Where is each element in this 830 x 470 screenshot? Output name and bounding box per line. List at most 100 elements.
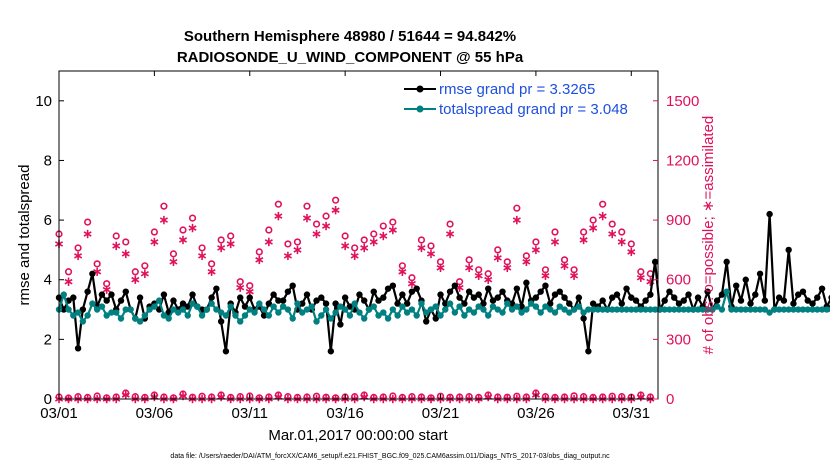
totalspread-point — [742, 306, 749, 313]
obs-possible-point — [312, 220, 321, 228]
obs-assimilated-point — [474, 271, 483, 280]
rmse-point — [299, 300, 306, 307]
totalspread-point — [237, 318, 244, 325]
totalspread-point — [470, 309, 478, 316]
obs-possible-point — [417, 236, 426, 244]
totalspread-point — [494, 306, 501, 313]
obs-possible-point — [84, 218, 92, 226]
obs-possible-point — [494, 246, 502, 254]
rmse-point — [618, 300, 625, 307]
obs-assimilated-point — [636, 273, 645, 282]
rmse-point — [675, 300, 683, 307]
obs-assimilated-point-stroke — [446, 231, 455, 237]
obs-assimilated-point-stroke — [598, 213, 607, 219]
obs-assimilated-point-stroke — [531, 247, 540, 253]
y2-tick-label: 1200 — [666, 152, 699, 169]
totalspread-point — [222, 312, 230, 319]
obs-assimilated-point-stroke — [398, 268, 407, 275]
totalspread-point — [618, 306, 625, 313]
totalspread-point — [403, 309, 411, 316]
totalspread-point — [580, 309, 587, 316]
totalspread-point — [747, 306, 754, 313]
obs-assimilated-point-stroke — [636, 274, 645, 281]
obs-assimilated-point-stroke — [226, 241, 235, 247]
obs-assimilated-point — [169, 257, 178, 267]
obs-assimilated-point — [398, 267, 407, 276]
totalspread-point — [465, 306, 473, 313]
totalspread-point — [394, 312, 401, 319]
totalspread-point — [809, 306, 816, 313]
totalspread-point — [647, 306, 654, 313]
rmse-point — [136, 294, 144, 301]
y-tick-label: 8 — [44, 152, 52, 169]
obs-assimilated-point-stroke — [283, 253, 292, 259]
obs-possible-point — [150, 228, 158, 236]
totalspread-point — [575, 303, 583, 310]
obs-possible-point — [131, 268, 139, 276]
totalspread-point — [594, 306, 602, 313]
totalspread-point — [208, 300, 215, 307]
rmse-point — [341, 294, 349, 301]
rmse-point — [160, 291, 168, 298]
obs-assimilated-point — [426, 249, 436, 259]
obs-assimilated-point — [379, 231, 388, 241]
totalspread-point — [613, 306, 621, 313]
totalspread-point — [179, 306, 187, 313]
obs-assimilated-point — [274, 211, 283, 221]
totalspread-point — [489, 303, 497, 310]
rmse-point — [289, 282, 296, 289]
totalspread-point — [775, 306, 783, 313]
y-tick-label: 6 — [44, 212, 52, 229]
obs-possible-point — [93, 260, 101, 268]
rmse-point — [117, 297, 125, 304]
obs-assimilated-point — [541, 271, 550, 280]
obs-assimilated-point — [407, 279, 416, 288]
obs-assimilated-point-stroke — [579, 237, 588, 243]
rmse-point — [89, 270, 96, 277]
obs-assimilated-point-stroke — [245, 288, 254, 295]
obs-possible-point — [446, 220, 454, 228]
rmse-point — [556, 288, 563, 295]
rmse-point — [380, 294, 387, 301]
obs-assimilated-point-stroke — [159, 217, 168, 223]
totalspread-point — [327, 315, 335, 322]
totalspread-point — [761, 306, 769, 313]
rmse-point — [84, 288, 91, 295]
rmse-point — [275, 297, 282, 304]
totalspread-point — [537, 309, 544, 316]
totalspread-point — [289, 315, 296, 322]
legend-rmse-marker — [416, 85, 424, 93]
totalspread-point — [504, 300, 511, 307]
totalspread-point — [804, 306, 811, 313]
totalspread-point — [723, 288, 730, 295]
rmse-point — [322, 300, 330, 307]
obs-assimilated-point — [388, 225, 397, 235]
rmse-point — [432, 315, 439, 322]
obs-possible-point — [74, 244, 82, 252]
rmse-point — [465, 288, 473, 295]
y2-tick-label: 600 — [666, 272, 691, 289]
obs-assimilated-point — [293, 245, 302, 255]
obs-assimilated-point-stroke — [274, 213, 283, 219]
obs-assimilated-point — [159, 215, 168, 225]
totalspread-point — [341, 306, 349, 313]
plot-area — [54, 196, 830, 404]
rmse-point — [809, 300, 816, 307]
rmse-point — [580, 315, 587, 322]
rmse-point — [780, 297, 788, 304]
totalspread-point — [547, 306, 554, 313]
obs-assimilated-point — [207, 267, 216, 276]
obs-assimilated-point-stroke — [560, 263, 569, 269]
y-axis-right: 0 300 600 900 1200 1500 — [653, 93, 699, 408]
totalspread-point — [456, 303, 463, 310]
rmse-point — [451, 282, 459, 289]
rmse-point — [265, 300, 273, 307]
totalspread-point — [480, 306, 487, 313]
obs-assimilated-point-stroke — [522, 259, 531, 265]
obs-assimilated-point-stroke — [589, 225, 598, 231]
totalspread-point — [709, 306, 716, 313]
totalspread-point — [361, 315, 368, 322]
obs-assimilated-point — [74, 251, 83, 261]
rmse-point — [356, 291, 363, 298]
obs-assimilated-point — [322, 221, 331, 231]
